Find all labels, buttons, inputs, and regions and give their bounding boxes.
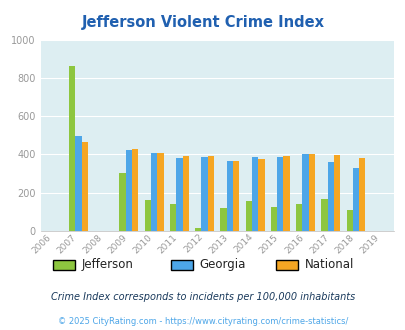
Bar bbox=[302, 154, 308, 231]
Bar bbox=[308, 154, 314, 231]
Bar bbox=[195, 228, 201, 231]
Bar bbox=[283, 156, 289, 231]
Bar bbox=[232, 161, 239, 231]
Bar bbox=[126, 150, 132, 231]
Text: National: National bbox=[304, 258, 353, 271]
Bar bbox=[358, 158, 364, 231]
Bar bbox=[207, 156, 213, 231]
Bar bbox=[182, 156, 188, 231]
Bar bbox=[345, 210, 352, 231]
Bar bbox=[226, 161, 232, 231]
Bar bbox=[201, 157, 207, 231]
Bar bbox=[75, 136, 81, 231]
Bar bbox=[157, 153, 163, 231]
Bar bbox=[320, 199, 327, 231]
Text: © 2025 CityRating.com - https://www.cityrating.com/crime-statistics/: © 2025 CityRating.com - https://www.city… bbox=[58, 317, 347, 326]
Bar bbox=[352, 168, 358, 231]
Text: Jefferson Violent Crime Index: Jefferson Violent Crime Index bbox=[81, 15, 324, 30]
Bar bbox=[132, 149, 138, 231]
Bar bbox=[333, 155, 339, 231]
Text: Georgia: Georgia bbox=[198, 258, 245, 271]
Bar bbox=[144, 200, 151, 231]
Bar bbox=[119, 173, 126, 231]
Bar bbox=[270, 207, 277, 231]
Bar bbox=[251, 157, 258, 231]
Bar bbox=[169, 204, 176, 231]
Bar bbox=[245, 201, 251, 231]
Bar bbox=[295, 204, 302, 231]
Bar bbox=[151, 153, 157, 231]
Bar bbox=[69, 66, 75, 231]
Text: Crime Index corresponds to incidents per 100,000 inhabitants: Crime Index corresponds to incidents per… bbox=[51, 292, 354, 302]
Bar bbox=[277, 157, 283, 231]
Bar bbox=[81, 142, 88, 231]
Text: Jefferson: Jefferson bbox=[81, 258, 133, 271]
Bar bbox=[258, 159, 264, 231]
Bar bbox=[176, 158, 182, 231]
Bar bbox=[220, 208, 226, 231]
Bar bbox=[327, 162, 333, 231]
